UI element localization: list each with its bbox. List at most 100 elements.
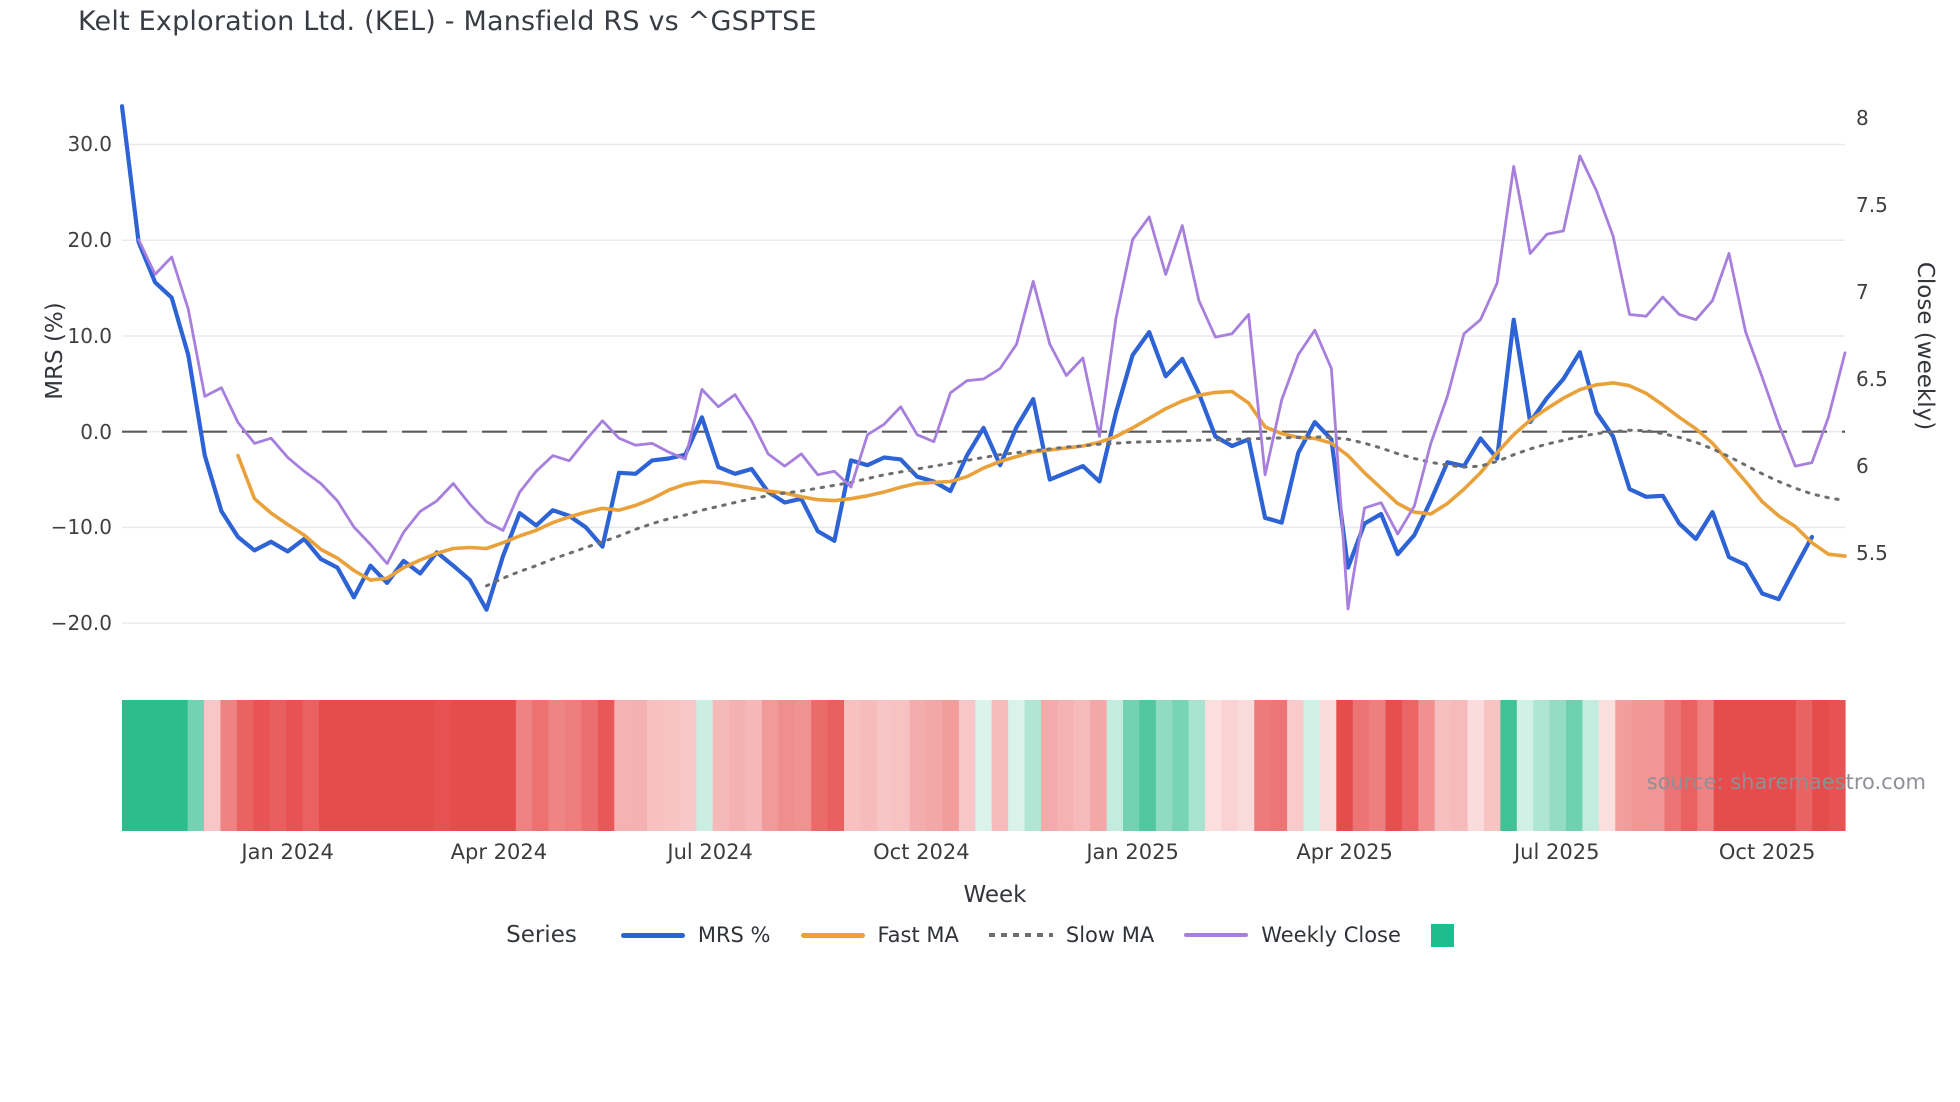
- heatmap-cell: [1779, 700, 1797, 831]
- heatmap-cell: [909, 700, 927, 831]
- heatmap-cell: [1549, 700, 1567, 831]
- legend-item-heatmap[interactable]: [1430, 923, 1454, 947]
- left-axis-tick-label: 30.0: [67, 132, 112, 157]
- right-axis-tick-label: 6: [1856, 454, 1869, 479]
- heatmap-cell: [351, 700, 369, 831]
- heatmap-cell: [318, 700, 336, 831]
- heatmap-cell: [236, 700, 254, 831]
- legend-item-weekly-close[interactable]: Weekly Close: [1184, 923, 1401, 947]
- heatmap-cell: [1566, 700, 1584, 831]
- heatmap-cell: [1500, 700, 1518, 831]
- heatmap-cell: [1122, 700, 1140, 831]
- heatmap-cell: [745, 700, 763, 831]
- right-axis-title: Close (weekly): [1912, 261, 1938, 431]
- heatmap-cell: [991, 700, 1009, 831]
- heatmap-cell: [1828, 700, 1846, 831]
- heatmap-cell: [417, 700, 435, 831]
- heatmap-cell: [794, 700, 812, 831]
- legend-item-label: MRS %: [697, 923, 771, 947]
- heatmap-cell: [1221, 700, 1239, 831]
- heatmap-cell: [138, 700, 156, 831]
- heatmap-cell: [729, 700, 747, 831]
- heatmap-cell: [1188, 700, 1206, 831]
- x-axis-tick-label: Oct 2024: [873, 840, 970, 864]
- left-axis-tick-label: 20.0: [67, 228, 112, 253]
- heatmap-cell: [778, 700, 796, 831]
- legend-item-label: Slow MA: [1065, 923, 1155, 947]
- heatmap-cell: [958, 700, 976, 831]
- x-axis-tick-label: Jul 2024: [667, 840, 753, 864]
- heatmap-cell: [1352, 700, 1370, 831]
- heatmap-cell: [1451, 700, 1469, 831]
- heatmap-cell: [532, 700, 550, 831]
- heatmap-cell: [581, 700, 599, 831]
- heatmap-cell: [679, 700, 697, 831]
- heatmap-cell: [1385, 700, 1403, 831]
- heatmap-cell: [1631, 700, 1649, 831]
- heatmap-cell: [1270, 700, 1288, 831]
- heatmap-cell: [1336, 700, 1354, 831]
- heatmap-cell: [1680, 700, 1698, 831]
- legend: Series MRS % Fast MA Slow MA Weekly Close: [0, 922, 1960, 948]
- legend-item-slow-ma[interactable]: Slow MA: [988, 923, 1155, 947]
- heatmap-cell: [1795, 700, 1813, 831]
- heatmap-cell: [696, 700, 714, 831]
- heatmap-cell: [1434, 700, 1452, 831]
- heatmap-cell: [1598, 700, 1616, 831]
- line-swatch-icon: [620, 932, 685, 938]
- heatmap-cell: [1073, 700, 1091, 831]
- heatmap-cell: [1008, 700, 1026, 831]
- right-axis-tick-label: 7.5: [1856, 192, 1888, 217]
- heatmap-cell: [1369, 700, 1387, 831]
- heatmap-cell: [1287, 700, 1305, 831]
- line-swatch-icon: [1184, 933, 1249, 937]
- left-axis-tick-label: −20.0: [50, 611, 112, 636]
- heatmap-cell: [1533, 700, 1551, 831]
- heatmap-cell: [630, 700, 648, 831]
- heatmap-cell: [1155, 700, 1173, 831]
- heatmap-cell: [565, 700, 583, 831]
- heatmap-cell: [876, 700, 894, 831]
- heatmap-cell: [761, 700, 779, 831]
- heatmap-cell: [154, 700, 172, 831]
- heatmap-cell: [384, 700, 402, 831]
- heatmap-cell: [548, 700, 566, 831]
- heatmap-cell: [1172, 700, 1190, 831]
- heatmap-cell: [1615, 700, 1633, 831]
- heatmap-cell: [1024, 700, 1042, 831]
- left-axis-tick-label: 0.0: [80, 419, 112, 444]
- heatmap-cell: [860, 700, 878, 831]
- line-swatch-icon: [800, 932, 865, 938]
- heatmap-cell: [1516, 700, 1534, 831]
- right-axis-tick-label: 5.5: [1856, 541, 1888, 566]
- heatmap-cell: [466, 700, 484, 831]
- heatmap-cell: [1418, 700, 1436, 831]
- heatmap-cell: [1746, 700, 1764, 831]
- heatmap-cell: [335, 700, 353, 831]
- x-axis-tick-label: Apr 2024: [450, 840, 548, 864]
- heatmap-cell: [400, 700, 418, 831]
- x-axis-title: Week: [963, 882, 1027, 908]
- legend-item-label: Fast MA: [877, 923, 959, 947]
- heatmap-cell: [269, 700, 287, 831]
- series-line-mrs-: [119, 104, 1815, 612]
- legend-item-mrs-[interactable]: MRS %: [620, 923, 771, 947]
- right-axis-tick-label: 8: [1856, 105, 1869, 130]
- heatmap-cell: [483, 700, 501, 831]
- heatmap-cell: [1303, 700, 1321, 831]
- x-axis-tick-label: Oct 2025: [1718, 840, 1816, 864]
- heatmap-cell: [433, 700, 451, 831]
- heatmap-cell: [844, 700, 862, 831]
- legend-title: Series: [506, 922, 577, 948]
- heatmap-cell: [712, 700, 730, 831]
- heatmap-cell: [450, 700, 468, 831]
- series-line-weekly-close: [137, 154, 1847, 611]
- heatmap-cell: [122, 700, 140, 831]
- heatmap-cell: [171, 700, 189, 831]
- heatmap-cell: [1106, 700, 1124, 831]
- heatmap-swatch-icon: [1430, 923, 1454, 947]
- legend-item-fast-ma[interactable]: Fast MA: [800, 923, 959, 947]
- heatmap-cell: [893, 700, 911, 831]
